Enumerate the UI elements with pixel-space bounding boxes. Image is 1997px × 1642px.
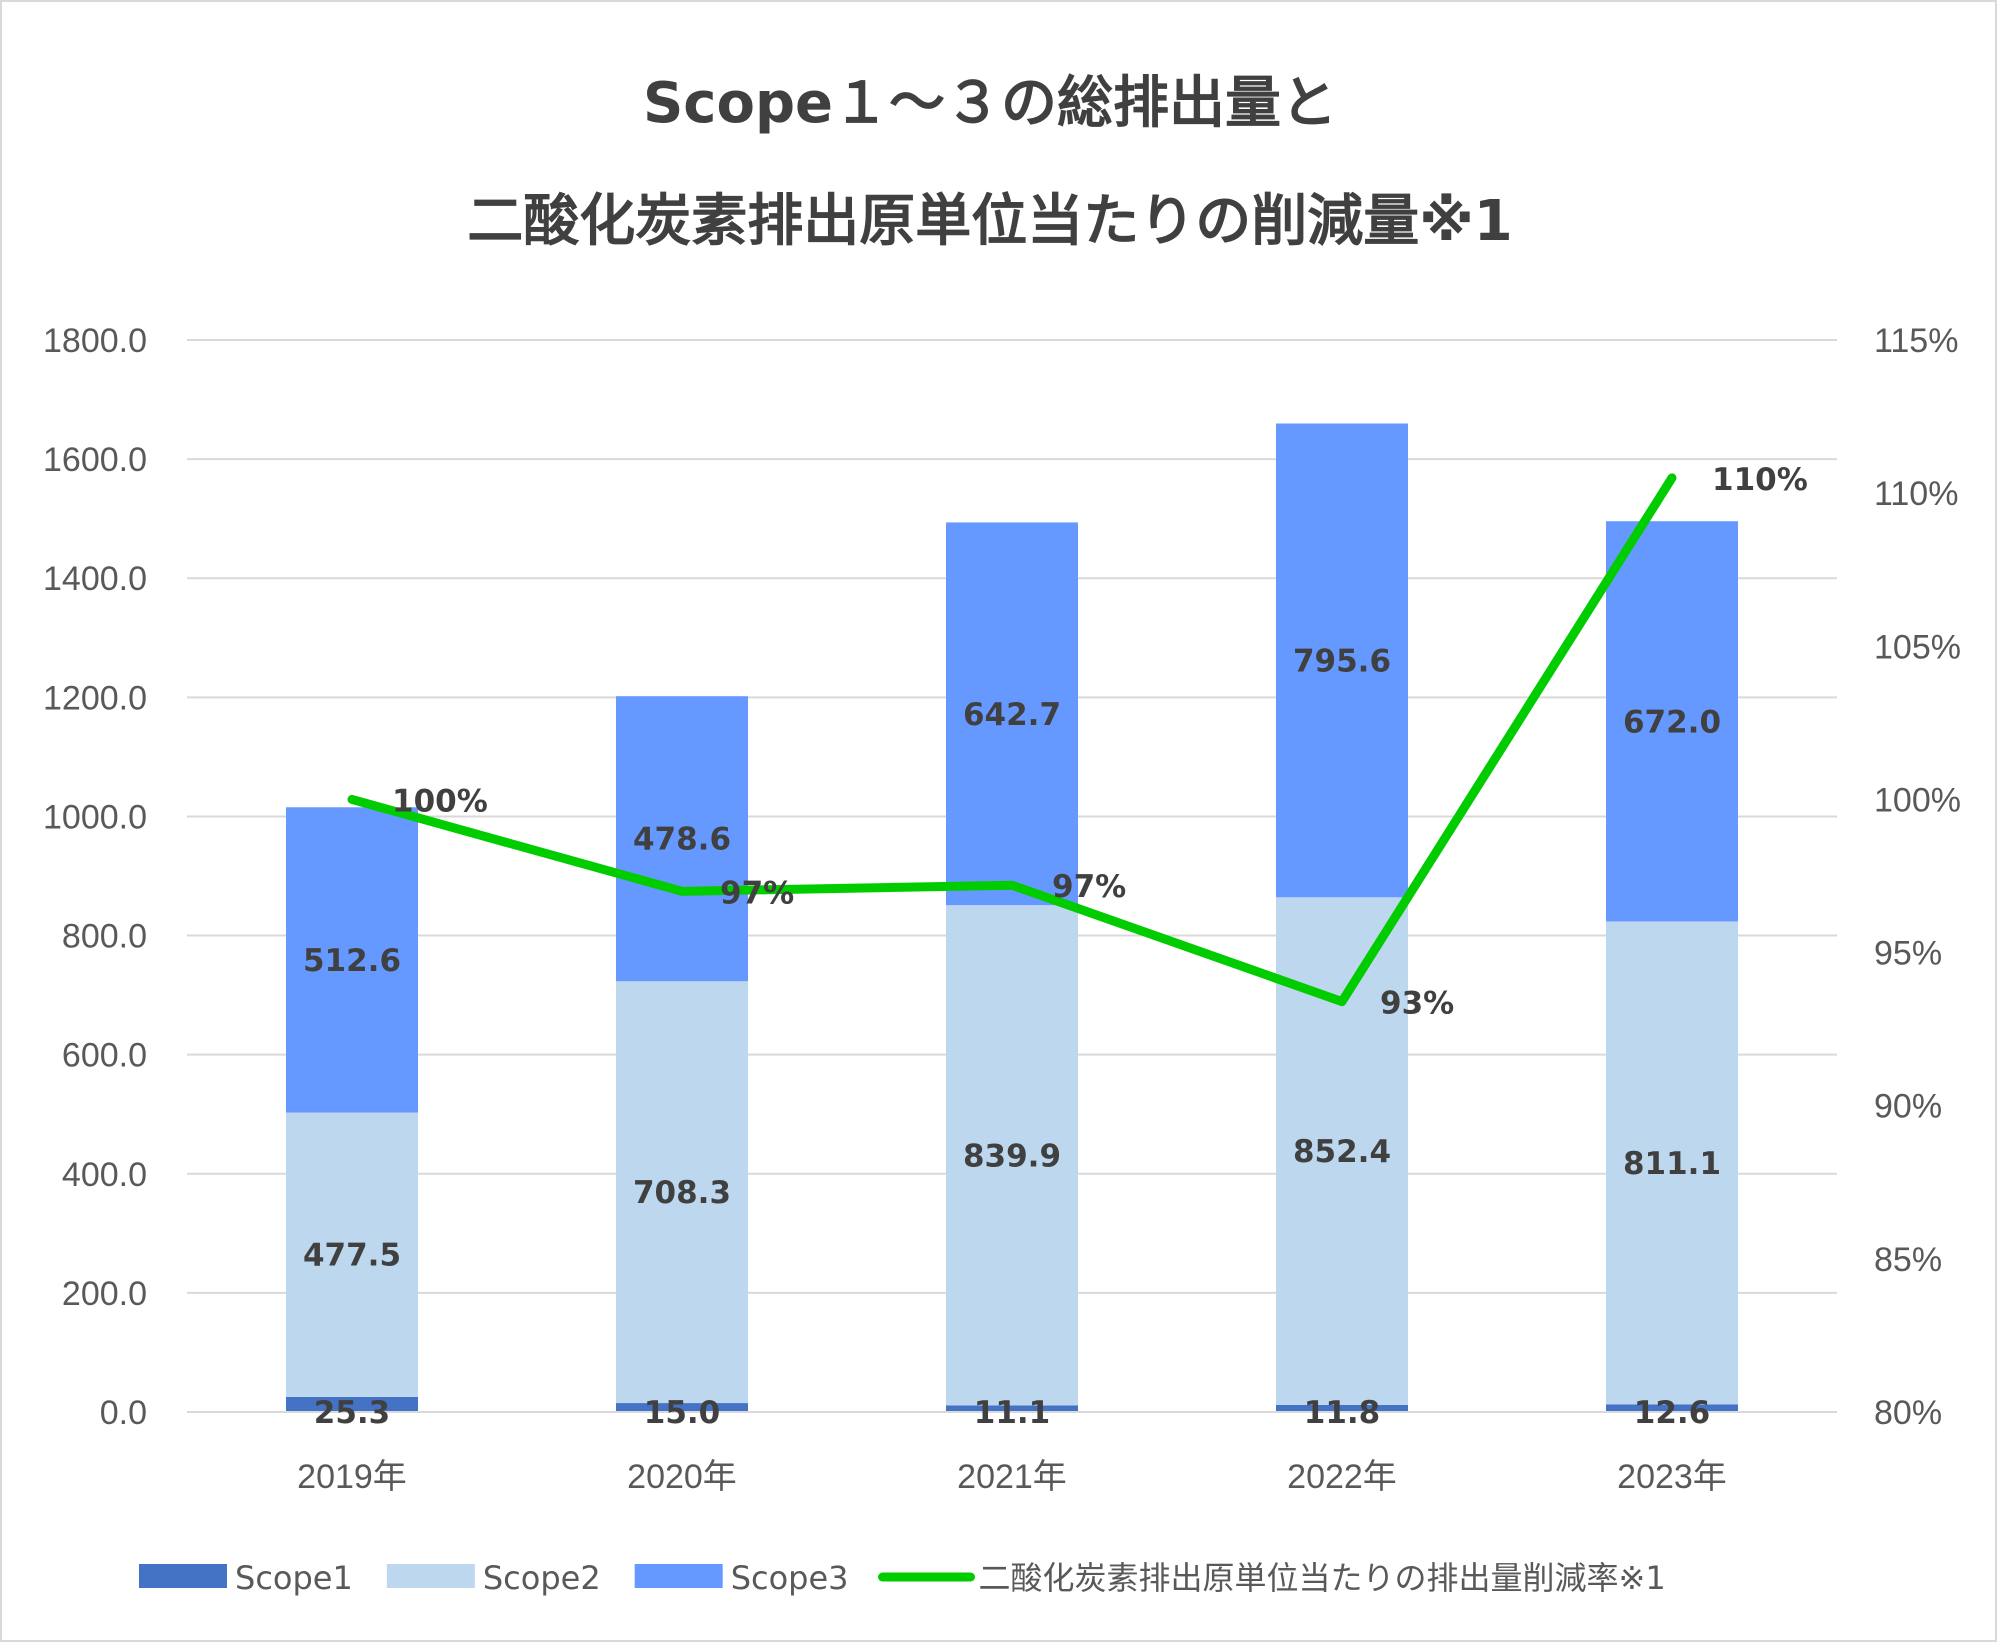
bar-scope3 [1606,521,1738,922]
bar-scope1 [1276,1404,1408,1412]
y-left-tick-label: 0.0 [100,1394,147,1432]
y-right-tick-label: 115% [1874,322,1958,360]
bar-value-label: 642.7 [963,697,1061,733]
bar-scope3 [946,522,1078,906]
bar-scope1 [946,1405,1078,1412]
axes: 0.0 200.0 400.0 600.0 800.0 1000.0 1200.0 1400.… [43,322,1961,1496]
bar-value-label: 11.1 [974,1395,1051,1431]
y-right-tick-label: 110% [1874,475,1958,513]
bar-scope1 [616,1403,748,1412]
y-left-tick-label: 1800.0 [43,322,147,360]
bar-value-label: 15.0 [644,1395,721,1431]
bar-scope2 [286,1112,418,1397]
x-tick-label: 2023年 [1617,1458,1727,1496]
bar-value-label: 672.0 [1623,704,1721,740]
line-value-label: 110% [1712,462,1808,498]
bar-value-label: 12.6 [1634,1395,1711,1431]
chart-title-line-1: Scope１～３の総排出量と [643,71,1337,136]
bars [286,423,1738,1412]
y-left-tick-label: 200.0 [62,1275,147,1313]
legend-label: 二酸化炭素排出原単位当たりの排出量削減率※1 [979,1559,1666,1597]
y-right-tick-label: 105% [1874,628,1961,666]
legend-swatch [634,1564,723,1588]
y-left-tick-label: 1000.0 [43,798,147,836]
bar-value-label: 795.6 [1293,643,1391,679]
bar-value-label: 11.8 [1304,1395,1381,1431]
data-labels: 25.3 477.5 512.6 15.0 708.3 478.6 11.1 839.9 642… [303,462,1808,1431]
bar-value-label: 839.9 [963,1138,1061,1174]
bar-scope3 [286,807,418,1113]
line-value-label: 93% [1380,986,1454,1022]
legend-label: Scope3 [731,1559,849,1597]
bar-scope2 [616,981,748,1404]
legend-swatch [386,1564,475,1588]
bar-scope1 [286,1396,418,1412]
bar-value-label: 852.4 [1293,1134,1391,1170]
y-right-tick-label: 95% [1874,935,1942,973]
x-tick-label: 2021年 [957,1458,1067,1496]
legend-label: Scope2 [483,1559,601,1597]
y-left-tick-label: 1400.0 [43,560,147,598]
y-right-tick-label: 90% [1874,1088,1942,1126]
bar-value-label: 811.1 [1623,1146,1721,1182]
y-left-tick-label: 400.0 [62,1156,147,1194]
x-tick-label: 2022年 [1287,1458,1397,1496]
x-tick-label: 2020年 [627,1458,737,1496]
reduction-line [347,473,1677,1007]
y-left-tick-label: 800.0 [62,918,147,956]
line-value-label: 97% [720,875,794,911]
bar-scope3 [1276,423,1408,898]
line-value-label: 97% [1052,869,1126,905]
y-right-tick-label: 80% [1874,1394,1942,1432]
y-left-tick-label: 600.0 [62,1037,147,1075]
x-tick-label: 2019年 [297,1458,407,1496]
bar-value-label: 477.5 [303,1238,401,1274]
bar-scope3 [616,696,748,982]
legend-swatch [139,1564,227,1588]
bar-scope2 [1606,921,1738,1405]
chart-title-line-2: 二酸化炭素排出原単位当たりの削減量※1 [467,189,1512,254]
bar-value-label: 708.3 [633,1175,731,1211]
line-value-label: 100% [392,783,488,819]
legend-label: Scope1 [235,1559,353,1597]
y-left-tick-label: 1200.0 [43,679,147,717]
y-right-tick-label: 100% [1874,781,1961,819]
y-left-tick-label: 1600.0 [43,441,147,479]
y-right-tick-label: 85% [1874,1241,1942,1279]
line-series [347,473,1677,1007]
bar-scope2 [946,905,1078,1406]
bar-value-label: 25.3 [314,1395,391,1431]
legend: Scope1 Scope2 Scope3 二酸化炭素排出原単位当たりの排出量削減率※1 [139,1559,1666,1597]
bar-value-label: 512.6 [303,943,401,979]
bar-scope1 [1606,1404,1738,1412]
bar-value-label: 478.6 [633,822,731,858]
